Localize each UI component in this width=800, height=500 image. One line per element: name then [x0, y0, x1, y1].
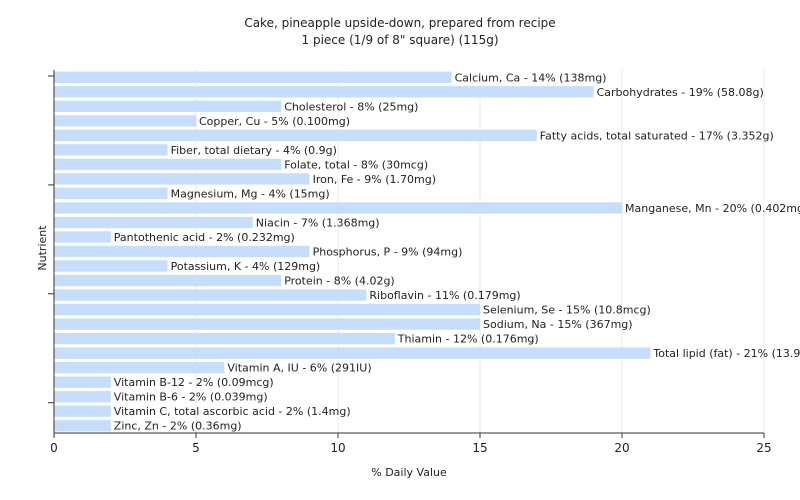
- x-axis-title: % Daily Value: [371, 466, 447, 479]
- x-tick-label: 15: [472, 441, 487, 455]
- x-tick-label: 10: [330, 441, 345, 455]
- y-axis-title: Nutrient: [36, 225, 49, 271]
- bar-label: Calcium, Ca - 14% (138mg): [455, 71, 607, 84]
- bar-label: Fiber, total dietary - 4% (0.9g): [171, 144, 337, 157]
- chart-title: Cake, pineapple upside-down, prepared fr…: [244, 16, 555, 30]
- bar-label: Iron, Fe - 9% (1.70mg): [313, 173, 436, 186]
- bar: [54, 173, 310, 185]
- bar: [54, 332, 395, 345]
- bar: [54, 361, 225, 374]
- bar-label: Sodium, Na - 15% (367mg): [483, 318, 633, 331]
- x-tick-label: 20: [614, 441, 629, 455]
- bar-label: Carbohydrates - 19% (58.08g): [597, 86, 764, 99]
- x-tick-label: 25: [756, 441, 771, 455]
- bars-group: Calcium, Ca - 14% (138mg) Carbohydrates -…: [54, 71, 800, 433]
- bar-label: Zinc, Zn - 2% (0.36mg): [114, 420, 242, 433]
- bar: [54, 144, 168, 156]
- bar: [54, 100, 282, 112]
- bar-label: Vitamin B-6 - 2% (0.039mg): [114, 391, 268, 404]
- bar: [54, 405, 111, 417]
- bar: [54, 158, 282, 171]
- bar: [54, 260, 168, 272]
- x-tick-label: 0: [50, 441, 58, 455]
- bar-label: Selenium, Se - 15% (10.8mcg): [483, 304, 651, 317]
- bar-label: Niacin - 7% (1.368mg): [256, 216, 380, 229]
- bar-label: Total lipid (fat) - 21% (13.92g): [652, 347, 800, 360]
- bar-label: Fatty acids, total saturated - 17% (3.35…: [540, 129, 774, 142]
- bar: [54, 318, 480, 330]
- bar: [54, 187, 168, 200]
- bar: [54, 202, 622, 214]
- bar: [54, 376, 111, 388]
- bar-label: Vitamin B-12 - 2% (0.09mcg): [114, 376, 274, 389]
- bar-label: Riboflavin - 11% (0.179mg): [369, 289, 520, 302]
- bar-label: Manganese, Mn - 20% (0.402mg): [625, 202, 800, 215]
- chart-subtitle: 1 piece (1/9 of 8" square) (115g): [302, 33, 499, 47]
- bar: [54, 216, 253, 229]
- bar: [54, 274, 282, 287]
- axes-group: 0 5 10 15 20 25: [48, 70, 772, 455]
- x-tick-label: 5: [192, 441, 200, 455]
- bar: [54, 289, 367, 301]
- bar: [54, 347, 651, 359]
- bar: [54, 420, 111, 432]
- bar-label: Phosphorus, P - 9% (94mg): [313, 246, 463, 259]
- bar-label: Vitamin C, total ascorbic acid - 2% (1.4…: [114, 405, 351, 418]
- bar-label: Protein - 8% (4.02g): [284, 275, 395, 288]
- bar-label: Copper, Cu - 5% (0.100mg): [199, 115, 350, 128]
- bar: [54, 86, 594, 98]
- bar-label: Vitamin A, IU - 6% (291IU): [227, 362, 371, 375]
- bar-label: Magnesium, Mg - 4% (15mg): [171, 187, 330, 200]
- bar: [54, 245, 310, 258]
- bar: [54, 303, 480, 316]
- bar-label: Cholesterol - 8% (25mg): [284, 100, 418, 113]
- bar-label: Thiamin - 12% (0.176mg): [397, 333, 539, 346]
- bar-label: Folate, total - 8% (30mcg): [284, 158, 428, 171]
- bar: [54, 71, 452, 83]
- bar-label: Pantothenic acid - 2% (0.232mg): [114, 231, 295, 244]
- bar: [54, 391, 111, 403]
- bar-label: Potassium, K - 4% (129mg): [171, 260, 321, 273]
- bar: [54, 231, 111, 243]
- bar: [54, 115, 196, 127]
- bar: [54, 129, 537, 142]
